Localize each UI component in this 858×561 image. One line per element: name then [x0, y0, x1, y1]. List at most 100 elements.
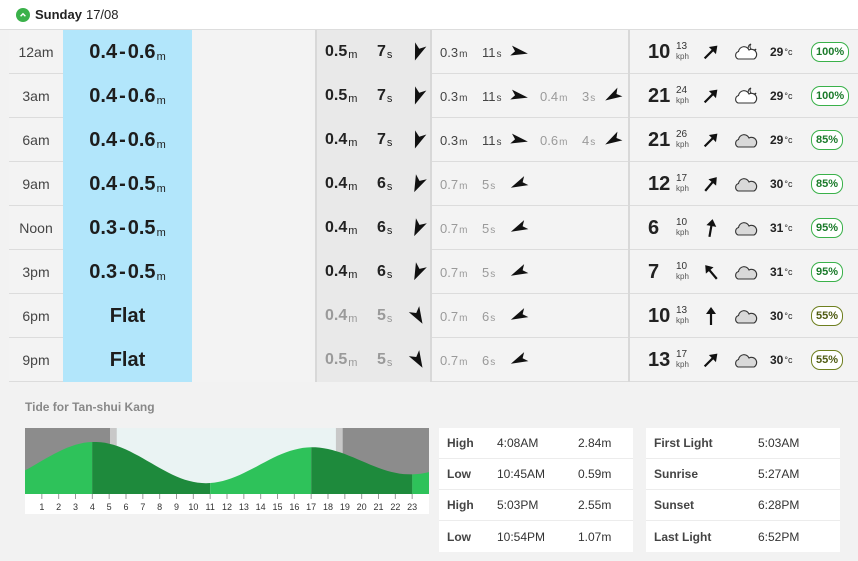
swell-height: 0.4 m [325, 250, 357, 294]
wind-speed: 12 [648, 172, 671, 195]
swell-direction-arrow-icon [407, 305, 429, 327]
temperature-value: 30 [770, 353, 784, 367]
primary-swell: 0.4 m 6 s [315, 250, 432, 294]
secondary-swell-height-unit: m [459, 313, 468, 324]
wind-gust-value: 13 [676, 41, 688, 52]
surf-unit: m [156, 95, 166, 107]
chevron-up-icon[interactable] [16, 7, 30, 22]
secondary-swell-height: 0.7 m [440, 250, 467, 294]
wind-weather: 10 13 kph 30 °c 55% [628, 294, 858, 338]
rating-cell [192, 74, 315, 118]
secondary-swell-period: 11 s [482, 118, 502, 162]
tertiary-swell-period-unit: s [590, 137, 596, 148]
tide-area [412, 472, 429, 494]
tide-hour-label: 5 [107, 502, 112, 512]
forecast-row[interactable]: 3pm 0.3-0.5 m 0.4 m 6 s 0.7 m 5 s 7 10 kph 31 °c 95% [9, 250, 858, 294]
forecast-row[interactable]: Noon 0.3-0.5 m 0.4 m 6 s 0.7 m 5 s 6 10 kph 31 °c 95% [9, 206, 858, 250]
secondary-swell-height-unit: m [459, 225, 468, 236]
surf-range-dash: - [119, 84, 126, 107]
secondary-swell-period-value: 5 [482, 264, 490, 280]
swell-period-unit: s [386, 137, 393, 149]
surf-min: 0.3 [89, 260, 118, 283]
tide-area [25, 442, 93, 494]
events-height: 2.84m [578, 436, 612, 450]
wind-gust: 10 kph [676, 262, 689, 282]
cloud-icon [732, 262, 760, 282]
temperature-value: 31 [770, 221, 784, 235]
cloud-icon [732, 218, 760, 238]
probability-badge: 55% [811, 350, 844, 370]
swell-period-unit: s [386, 357, 393, 369]
secondary-swell-height-value: 0.7 [440, 352, 459, 368]
secondary-swell-height: 0.3 m [440, 30, 467, 74]
forecast-row[interactable]: 6pm Flat 0.4 m 5 s 0.7 m 6 s 10 13 kph 30 °c 55% [9, 294, 858, 338]
surf-min: 0.3 [89, 216, 118, 239]
secondary-swell-height-value: 0.7 [440, 220, 459, 236]
secondary-swell-height-value: 0.7 [440, 176, 459, 192]
swell-period-unit: s [386, 269, 393, 281]
surf-min: 0.4 [89, 172, 118, 195]
events-label: Low [447, 529, 471, 544]
events-time: 4:08AM [497, 436, 539, 450]
temperature-unit: °c [784, 179, 793, 189]
secondary-swell-period-unit: s [490, 181, 496, 192]
tertiary-swell-height-unit: m [559, 137, 568, 148]
events-time: 10:45AM [497, 467, 546, 481]
wind-speed: 10 [648, 304, 671, 327]
sun-label: Sunrise [654, 467, 699, 481]
sun-times-table: First Light 5:03AM Sunrise 5:27AM Sunset 6:28… [646, 428, 840, 552]
temperature: 30 °c [770, 294, 792, 338]
forecast-row[interactable]: 9pm Flat 0.5 m 5 s 0.7 m 6 s 13 17 kph 30 °c 55% [9, 338, 858, 382]
surf-height: 0.4-0.6 m [63, 74, 192, 118]
surf-range-dash: - [119, 172, 126, 195]
temperature: 30 °c [770, 162, 792, 206]
secondary-swell-direction-arrow-icon [508, 129, 530, 151]
wind-direction-arrow-icon [700, 129, 722, 151]
secondary-swell-period-value: 11 [482, 44, 496, 60]
secondary-swell-period-value: 11 [482, 132, 496, 148]
primary-swell: 0.5 m 5 s [315, 338, 432, 382]
rating-cell [192, 118, 315, 162]
wind-direction-arrow-icon [700, 261, 722, 283]
secondary-swell-period-value: 5 [482, 176, 490, 192]
swell-height-unit: m [348, 137, 358, 149]
surf-height: Flat [63, 338, 192, 382]
surf-min: 0.4 [89, 84, 118, 107]
swell-period-unit: s [386, 313, 393, 325]
surf-unit: m [156, 271, 166, 283]
forecast-row[interactable]: 9am 0.4-0.5 m 0.4 m 6 s 0.7 m 5 s 12 17 kph 30 °c 85% [9, 162, 858, 206]
wind-weather: 7 10 kph 31 °c 95% [628, 250, 858, 294]
probability-badge: 95% [811, 218, 844, 238]
forecast-row[interactable]: 6am 0.4-0.6 m 0.4 m 7 s 0.3 m 11 s 0.6 m 4 s 21 26 kph 29 °… [9, 118, 858, 162]
wind-gust-value: 10 [676, 217, 688, 228]
primary-swell: 0.5 m 7 s [315, 74, 432, 118]
day-header[interactable]: Sunday 17/08 [0, 0, 858, 30]
secondary-swell-height-unit: m [459, 93, 468, 104]
swell-height-unit: m [348, 181, 358, 193]
forecast-row[interactable]: 12am 0.4-0.6 m 0.5 m 7 s 0.3 m 11 s 10 13 kph 29 °c 100% [9, 30, 858, 74]
forecast-row[interactable]: 3am 0.4-0.6 m 0.5 m 7 s 0.3 m 11 s 0.4 m 3 s 21 24 kph 29 °… [9, 74, 858, 118]
swell-height: 0.4 m [325, 162, 357, 206]
wind-speed: 6 [648, 216, 660, 239]
wind-gust: 13 kph [676, 42, 689, 62]
secondary-swell-height-unit: m [459, 269, 468, 280]
wind-speed: 21 [648, 128, 671, 151]
secondary-swell: 0.3 m 11 s [432, 30, 628, 74]
tide-hour-label: 20 [357, 502, 367, 512]
surf-height: 0.3-0.5 m [63, 250, 192, 294]
wind-weather: 6 10 kph 31 °c 95% [628, 206, 858, 250]
tide-hour-label: 22 [390, 502, 400, 512]
secondary-swell-direction-arrow-icon [508, 261, 530, 283]
wind-direction-arrow-icon [700, 305, 722, 327]
secondary-swell-height-value: 0.7 [440, 264, 459, 280]
sun-label: First Light [654, 436, 713, 450]
swell-period-unit: s [386, 225, 393, 237]
secondary-swell-direction-arrow-icon [508, 349, 530, 371]
tertiary-swell-height: 0.4 m [540, 74, 567, 118]
